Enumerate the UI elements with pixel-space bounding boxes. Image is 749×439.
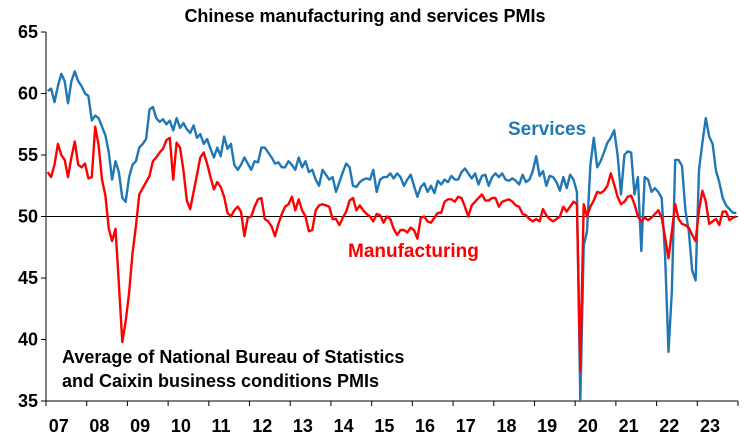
y-tick-label: 40 (18, 330, 38, 350)
y-tick-label: 50 (18, 207, 38, 227)
x-tick-label: 23 (700, 416, 720, 436)
services-series-line (47, 70, 737, 403)
y-tick-label: 45 (18, 268, 38, 288)
x-tick-label: 15 (374, 416, 394, 436)
x-tick-label: 20 (578, 416, 598, 436)
x-tick-label: 10 (171, 416, 191, 436)
y-tick-label: 55 (18, 145, 38, 165)
x-tick-label: 17 (456, 416, 476, 436)
manufacturing-series-line (46, 125, 737, 372)
x-tick-label: 21 (619, 416, 639, 436)
manufacturing-series-label: Manufacturing (348, 241, 479, 262)
chart-title: Chinese manufacturing and services PMIs (184, 6, 545, 26)
services-series-label: Services (508, 119, 586, 140)
source-note-line-1: Average of National Bureau of Statistics (62, 347, 404, 367)
x-tick-label: 11 (212, 416, 231, 436)
x-tick-label: 09 (130, 416, 150, 436)
x-tick-label: 08 (89, 416, 109, 436)
x-tick-label: 18 (496, 416, 516, 436)
x-tick-label: 13 (293, 416, 313, 436)
x-tick-label: 16 (415, 416, 435, 436)
axes: 35 40 45 50 55 60 65 07 08 09 10 11 12 13 14 15 16 17 18 19… (18, 22, 739, 436)
source-note-line-2: and Caixin business conditions PMIs (62, 371, 379, 391)
x-tick-label: 19 (537, 416, 557, 436)
series-layer (46, 70, 737, 403)
x-tick-label: 12 (252, 416, 272, 436)
y-tick-label: 35 (18, 391, 38, 411)
x-tick-label: 22 (659, 416, 679, 436)
x-tick-label: 14 (334, 416, 354, 436)
y-tick-label: 65 (18, 22, 38, 42)
x-tick-label: 07 (49, 416, 69, 436)
y-tick-label: 60 (18, 84, 38, 104)
